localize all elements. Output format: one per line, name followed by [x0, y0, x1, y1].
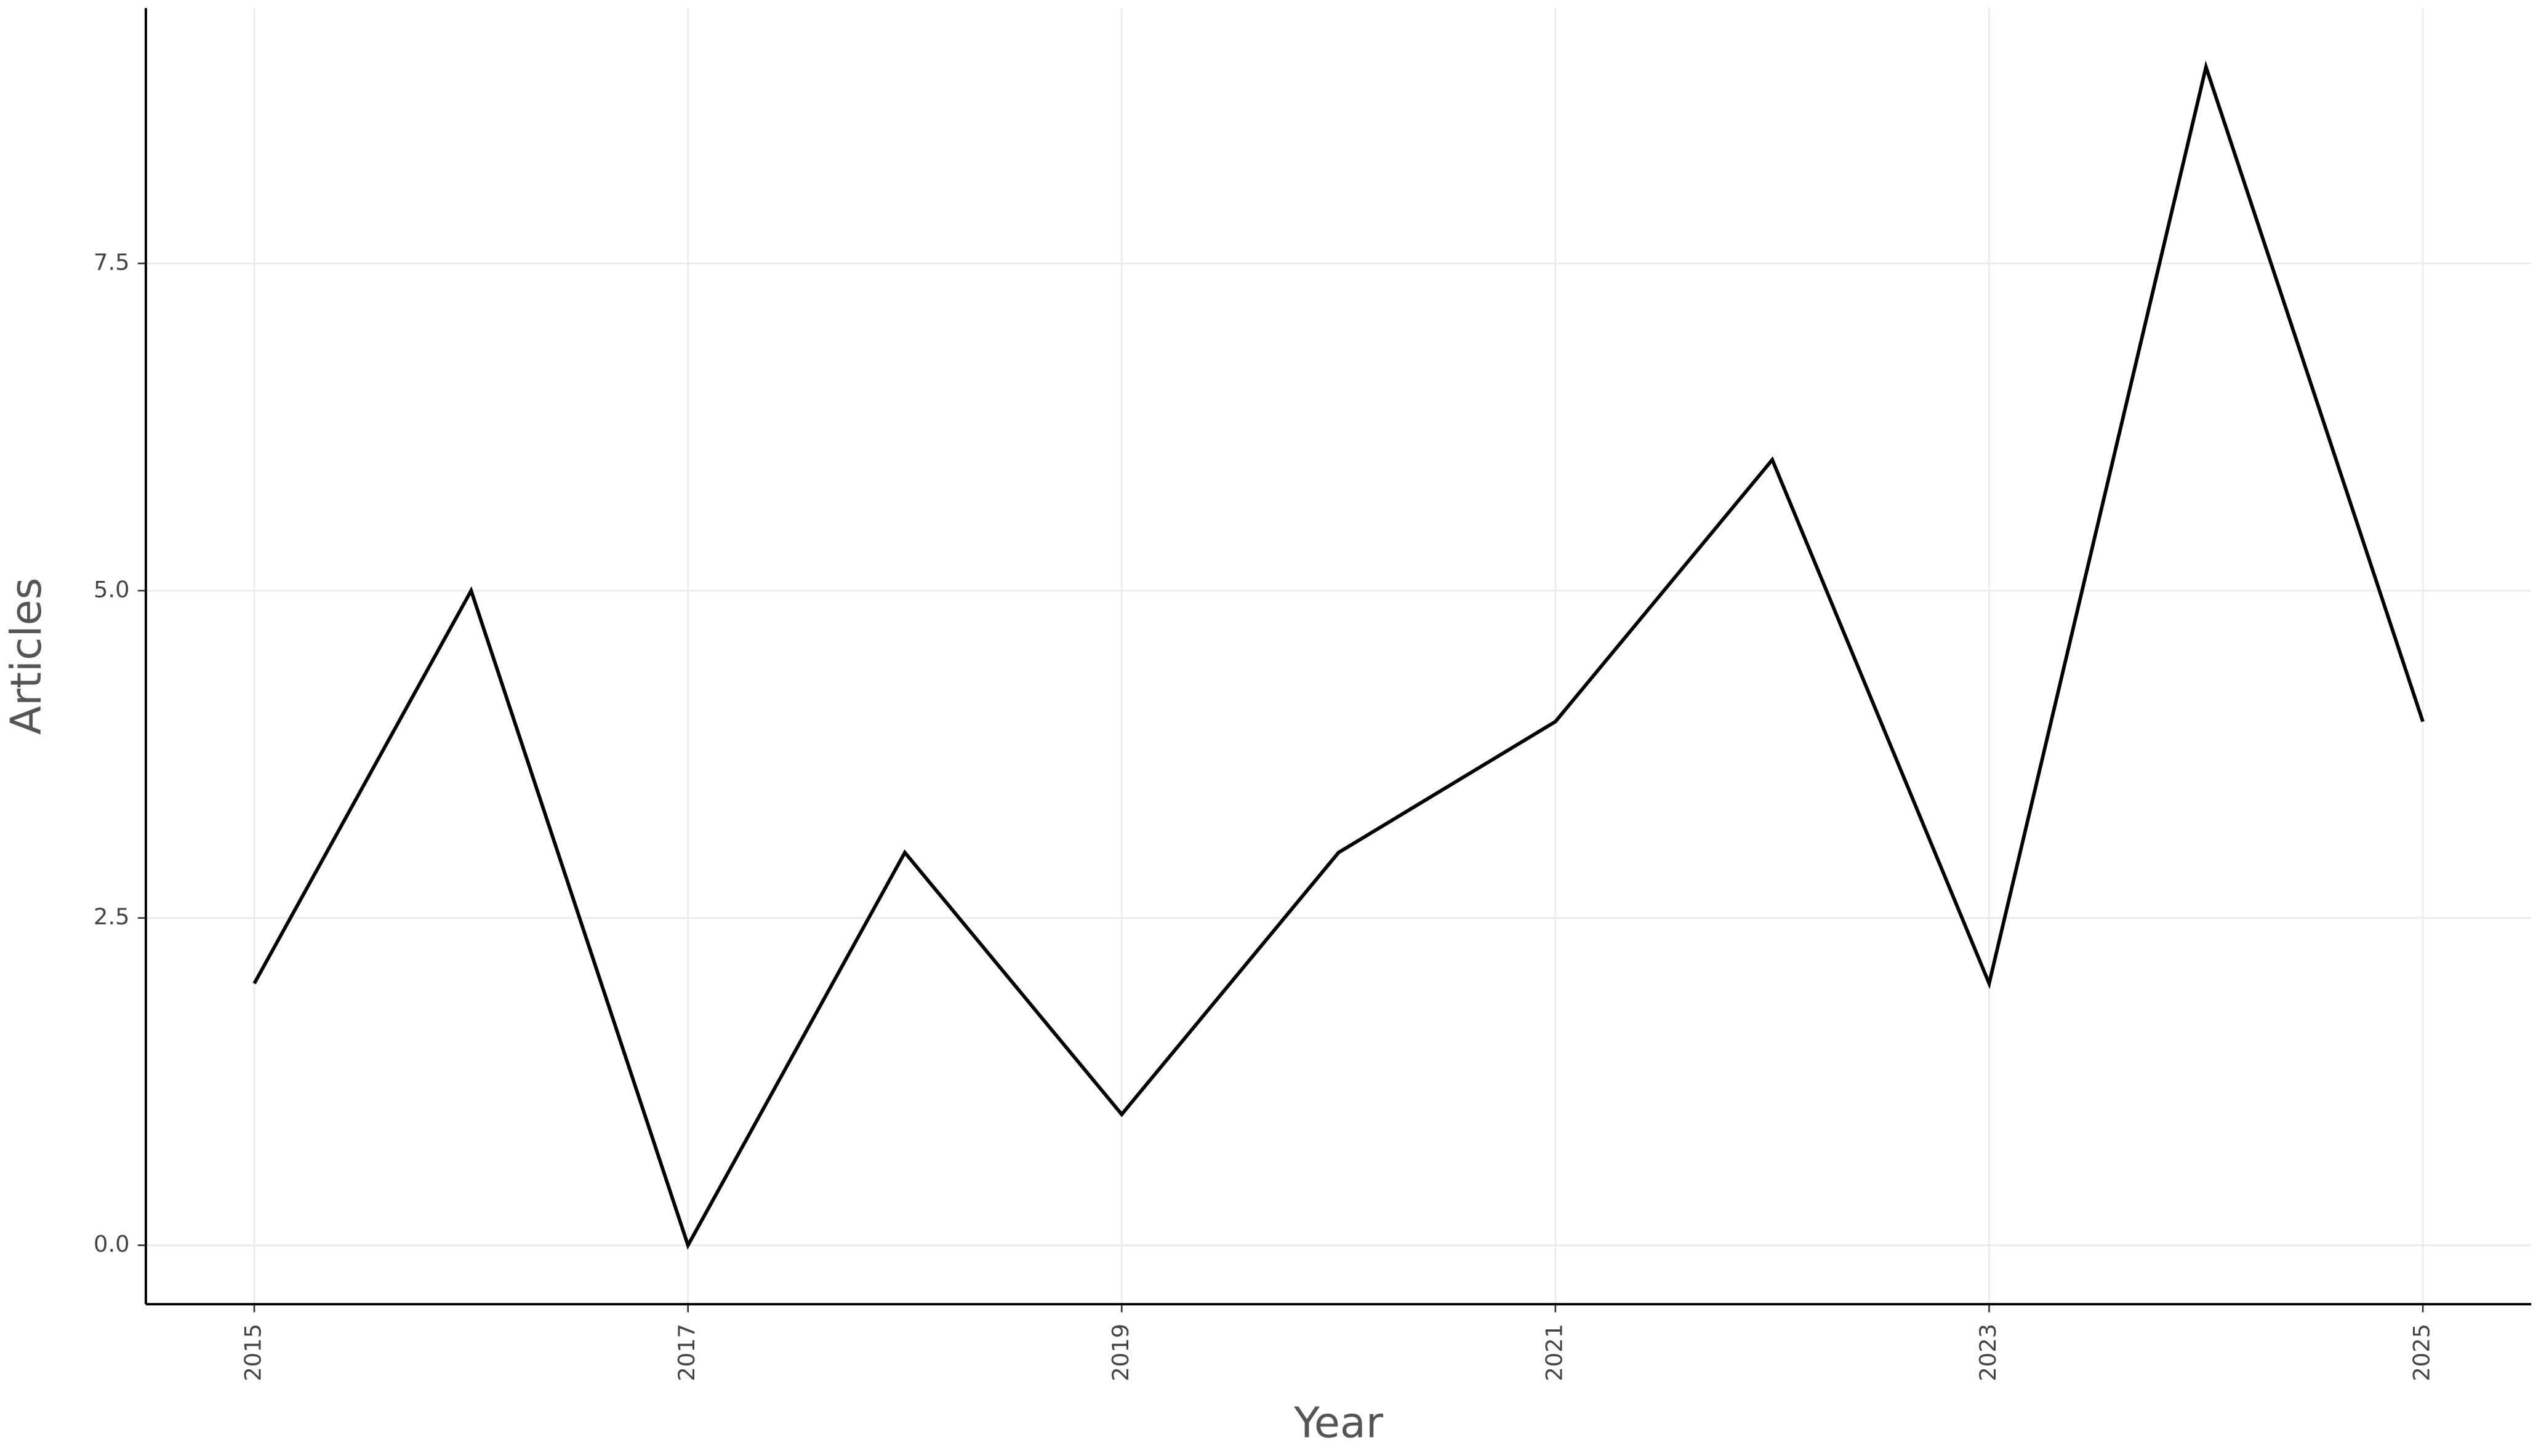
x-axis-title: Year [1293, 1398, 1384, 1447]
y-tick-label: 5.0 [94, 576, 130, 602]
x-tick-label: 2023 [1975, 1324, 2001, 1382]
x-tick-label: 2021 [1541, 1324, 1567, 1382]
y-tick-label: 2.5 [94, 903, 130, 930]
x-tick-label: 2025 [2409, 1324, 2435, 1382]
data-line [252, 60, 2425, 1250]
y-tick-label: 7.5 [94, 249, 130, 276]
x-tick-label: 2017 [673, 1324, 700, 1382]
x-tick-label: 2019 [1107, 1324, 1134, 1382]
y-tick-label: 0.0 [94, 1231, 130, 1257]
x-tick-label: 2015 [240, 1324, 267, 1382]
y-axis-title: Articles [2, 578, 51, 735]
